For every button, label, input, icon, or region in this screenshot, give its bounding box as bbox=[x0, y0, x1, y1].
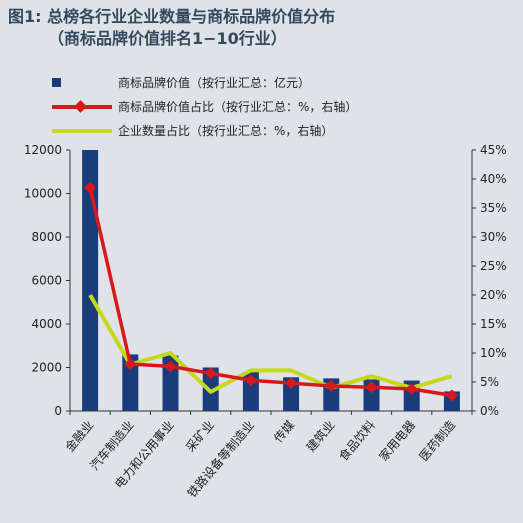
left-tick-label: 2000 bbox=[31, 361, 62, 375]
legend-label-brand-value: 商标品牌价值（按行业汇总：亿元） bbox=[118, 75, 311, 90]
category-label: 建筑业 bbox=[303, 417, 338, 454]
category-label: 传媒 bbox=[270, 417, 297, 445]
brand-share-point bbox=[285, 377, 298, 390]
category-label: 家用电器 bbox=[376, 417, 418, 463]
legend-item-company-share: 企业数量占比（按行业汇总：%，右轴） bbox=[52, 118, 357, 142]
left-tick-label: 10000 bbox=[24, 187, 62, 201]
category-label: 采矿业 bbox=[183, 418, 217, 455]
right-tick-label: 20% bbox=[480, 288, 507, 302]
chart-title-line2: （商标品牌价值排名1−10行业） bbox=[48, 29, 287, 48]
right-tick-label: 0% bbox=[480, 404, 499, 418]
bar bbox=[82, 150, 99, 411]
legend-red-line-swatch bbox=[52, 98, 114, 114]
brand-share-point bbox=[164, 360, 177, 373]
right-tick-label: 15% bbox=[480, 317, 507, 331]
category-label: 铁路设备等制造业 bbox=[184, 417, 257, 500]
right-tick-label: 10% bbox=[480, 346, 507, 360]
legend-bar-swatch bbox=[52, 74, 114, 90]
legend-label-brand-share: 商标品牌价值占比（按行业汇总：%，右轴） bbox=[118, 99, 358, 114]
bar bbox=[283, 377, 300, 411]
bar bbox=[162, 355, 179, 411]
left-tick-label: 8000 bbox=[31, 230, 62, 244]
legend-label-company-share: 企业数量占比（按行业汇总：%，右轴） bbox=[118, 123, 334, 138]
company-share-line bbox=[88, 293, 453, 394]
category-label: 金融业 bbox=[62, 417, 97, 454]
right-tick-label: 35% bbox=[480, 201, 507, 215]
brand-share-point bbox=[84, 181, 97, 194]
chart-title: 图1: 总榜各行业企业数量与商标品牌价值分布 （商标品牌价值排名1−10行业） bbox=[8, 6, 335, 50]
brand-share-point bbox=[445, 389, 458, 402]
category-label: 食品饮料 bbox=[335, 417, 377, 463]
brand-share-line bbox=[88, 187, 453, 398]
left-tick-label: 6000 bbox=[31, 274, 62, 288]
right-tick-label: 25% bbox=[480, 259, 507, 273]
brand-share-point bbox=[365, 381, 378, 394]
legend-green-line-swatch bbox=[52, 122, 114, 138]
brand-share-point bbox=[244, 374, 257, 387]
right-tick-label: 40% bbox=[480, 172, 507, 186]
right-tick-label: 45% bbox=[480, 143, 507, 157]
category-label: 医药制造 bbox=[417, 418, 459, 464]
brand-share-point bbox=[124, 358, 137, 371]
brand-share-point bbox=[325, 380, 338, 393]
legend-item-brand-value: 商标品牌价值（按行业汇总：亿元） bbox=[52, 70, 357, 94]
chart-title-line1: 图1: 总榜各行业企业数量与商标品牌价值分布 bbox=[8, 7, 336, 26]
chart-legend: 商标品牌价值（按行业汇总：亿元） 商标品牌价值占比（按行业汇总：%，右轴） 企业… bbox=[52, 70, 357, 142]
right-tick-label: 5% bbox=[480, 375, 499, 389]
bar bbox=[122, 354, 139, 411]
right-tick-label: 30% bbox=[480, 230, 507, 244]
left-tick-label: 12000 bbox=[24, 143, 62, 157]
brand-share-point bbox=[405, 382, 418, 395]
brand-share-point bbox=[204, 367, 217, 380]
left-tick-label: 0 bbox=[54, 404, 62, 418]
left-tick-label: 4000 bbox=[31, 317, 62, 331]
legend-item-brand-share: 商标品牌价值占比（按行业汇总：%，右轴） bbox=[52, 94, 357, 118]
